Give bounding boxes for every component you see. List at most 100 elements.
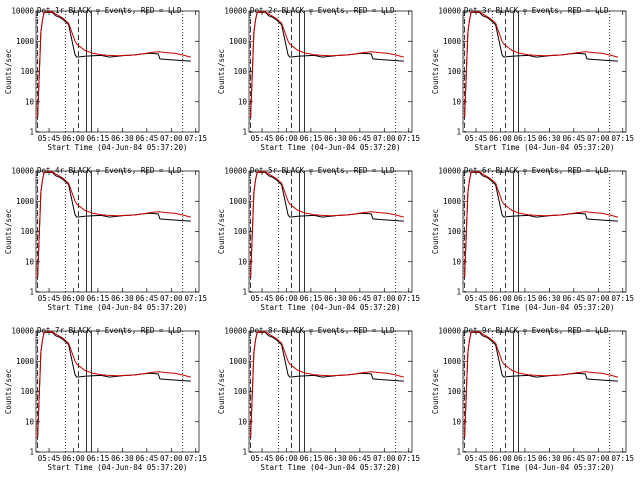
x-tick-label: 07:15 <box>184 294 207 303</box>
x-tick-label: 05:45 <box>251 134 274 143</box>
panel-4: Det 4r BLACK = Events, RED = LLD 1 10 100 10… <box>4 166 207 312</box>
y-axis-label: Counts/sec <box>217 49 226 94</box>
x-axis-label: Start Time (04-Jun-04 05:37:20) <box>48 303 188 312</box>
y-axis-label: Counts/sec <box>431 209 440 254</box>
y-tick-label: 1000 <box>229 37 248 46</box>
x-tick-label: 06:30 <box>111 134 134 143</box>
panel-2: Det 2r BLACK = Events, RED = LLD 1 10 100 10… <box>217 6 420 152</box>
y-tick-label: 1 <box>29 448 34 457</box>
y-tick-label: 10 <box>238 257 248 266</box>
y-tick-label: 1000 <box>229 197 248 206</box>
x-axis-label: Start Time (04-Jun-04 05:37:20) <box>475 463 615 472</box>
panel-title: Det 2r BLACK = Events, RED = LLD <box>250 6 395 15</box>
y-tick-label: 1 <box>456 288 461 297</box>
x-tick-label: 06:00 <box>489 134 512 143</box>
x-tick-label: 06:30 <box>324 134 347 143</box>
x-tick-label: 07:00 <box>587 134 610 143</box>
series-events-line <box>37 171 191 278</box>
y-axis-label: Counts/sec <box>431 369 440 414</box>
panel-title: Det 3r BLACK = Events, RED = LLD <box>464 6 609 15</box>
x-tick-label: 06:15 <box>514 454 537 463</box>
x-tick-label: 07:15 <box>184 454 207 463</box>
y-tick-label: 100 <box>233 67 247 76</box>
y-tick-label: 100 <box>447 227 461 236</box>
y-tick-label: 1000 <box>229 357 248 366</box>
x-tick-label: 07:00 <box>373 294 396 303</box>
panel-8: Det 8r BLACK = Events, RED = LLD 1 10 100 10… <box>217 326 420 472</box>
panel-5: Det 5r BLACK = Events, RED = LLD 1 10 100 10… <box>217 166 420 312</box>
x-tick-label: 06:15 <box>514 294 537 303</box>
x-axis-label: Start Time (04-Jun-04 05:37:20) <box>261 303 401 312</box>
y-axis-label: Counts/sec <box>4 209 13 254</box>
y-tick-label: 100 <box>20 227 34 236</box>
series-events-line <box>37 331 191 438</box>
y-axis-label: Counts/sec <box>217 209 226 254</box>
x-tick-label: 06:45 <box>349 454 372 463</box>
y-tick-label: 100 <box>233 387 247 396</box>
x-tick-label: 06:00 <box>275 294 298 303</box>
series-events-line <box>250 331 404 438</box>
x-tick-label: 07:00 <box>373 134 396 143</box>
y-tick-label: 1000 <box>16 37 35 46</box>
panel-title: Det 8r BLACK = Events, RED = LLD <box>250 326 395 335</box>
plot-frame <box>248 330 413 453</box>
panel-7: Det 7r BLACK = Events, RED = LLD 1 10 100 10… <box>4 326 207 472</box>
x-axis-label: Start Time (04-Jun-04 05:37:20) <box>475 143 615 152</box>
x-tick-label: 06:30 <box>324 294 347 303</box>
y-tick-label: 10 <box>25 97 35 106</box>
x-tick-label: 06:15 <box>87 454 110 463</box>
y-axis-label: Counts/sec <box>431 49 440 94</box>
y-axis-label: Counts/sec <box>4 49 13 94</box>
plot-frame <box>35 170 200 293</box>
panel-3: Det 3r BLACK = Events, RED = LLD 1 10 100 10… <box>431 6 634 152</box>
x-tick-label: 06:30 <box>538 294 561 303</box>
x-tick-label: 06:00 <box>62 454 85 463</box>
x-tick-label: 06:45 <box>136 294 159 303</box>
plot-frame <box>248 170 413 293</box>
y-axis-label: Counts/sec <box>4 369 13 414</box>
x-tick-label: 06:30 <box>324 454 347 463</box>
y-tick-label: 1 <box>29 128 34 137</box>
series-lld-line <box>464 331 619 438</box>
panel-title: Det 9r BLACK = Events, RED = LLD <box>464 326 609 335</box>
y-axis-label: Counts/sec <box>217 369 226 414</box>
x-tick-label: 06:45 <box>136 454 159 463</box>
y-tick-label: 10 <box>452 257 462 266</box>
y-tick-label: 100 <box>447 67 461 76</box>
x-tick-label: 06:00 <box>489 294 512 303</box>
x-axis-label: Start Time (04-Jun-04 05:37:20) <box>261 463 401 472</box>
x-tick-label: 06:30 <box>111 294 134 303</box>
y-tick-label: 100 <box>233 227 247 236</box>
x-tick-label: 05:45 <box>251 454 274 463</box>
panel-title: Det 5r BLACK = Events, RED = LLD <box>250 166 395 175</box>
series-events-line <box>464 331 618 438</box>
series-lld-line <box>250 171 405 278</box>
x-tick-label: 06:15 <box>300 134 323 143</box>
x-tick-label: 06:45 <box>136 134 159 143</box>
x-tick-label: 07:15 <box>611 454 634 463</box>
y-tick-label: 1000 <box>443 197 462 206</box>
y-tick-label: 10000 <box>438 167 461 176</box>
y-tick-label: 1 <box>242 448 247 457</box>
plot-frame <box>462 170 627 293</box>
x-tick-label: 06:15 <box>87 134 110 143</box>
series-lld-line <box>464 171 619 278</box>
y-tick-label: 100 <box>20 387 34 396</box>
y-tick-label: 1 <box>242 288 247 297</box>
panel-title: Det 1r BLACK = Events, RED = LLD <box>37 6 182 15</box>
plot-frame <box>462 10 627 133</box>
y-tick-label: 10 <box>452 97 462 106</box>
panel-title: Det 6r BLACK = Events, RED = LLD <box>464 166 609 175</box>
y-tick-label: 100 <box>447 387 461 396</box>
x-tick-label: 06:00 <box>62 294 85 303</box>
x-tick-label: 06:30 <box>111 454 134 463</box>
series-lld-line <box>464 11 619 118</box>
x-axis-label: Start Time (04-Jun-04 05:37:20) <box>475 303 615 312</box>
series-lld-line <box>37 171 191 278</box>
y-tick-label: 1000 <box>443 37 462 46</box>
x-tick-label: 06:00 <box>489 454 512 463</box>
x-tick-label: 05:45 <box>465 454 488 463</box>
x-axis-label: Start Time (04-Jun-04 05:37:20) <box>48 463 188 472</box>
panel-title: Det 7r BLACK = Events, RED = LLD <box>37 326 182 335</box>
x-tick-label: 07:00 <box>160 454 183 463</box>
